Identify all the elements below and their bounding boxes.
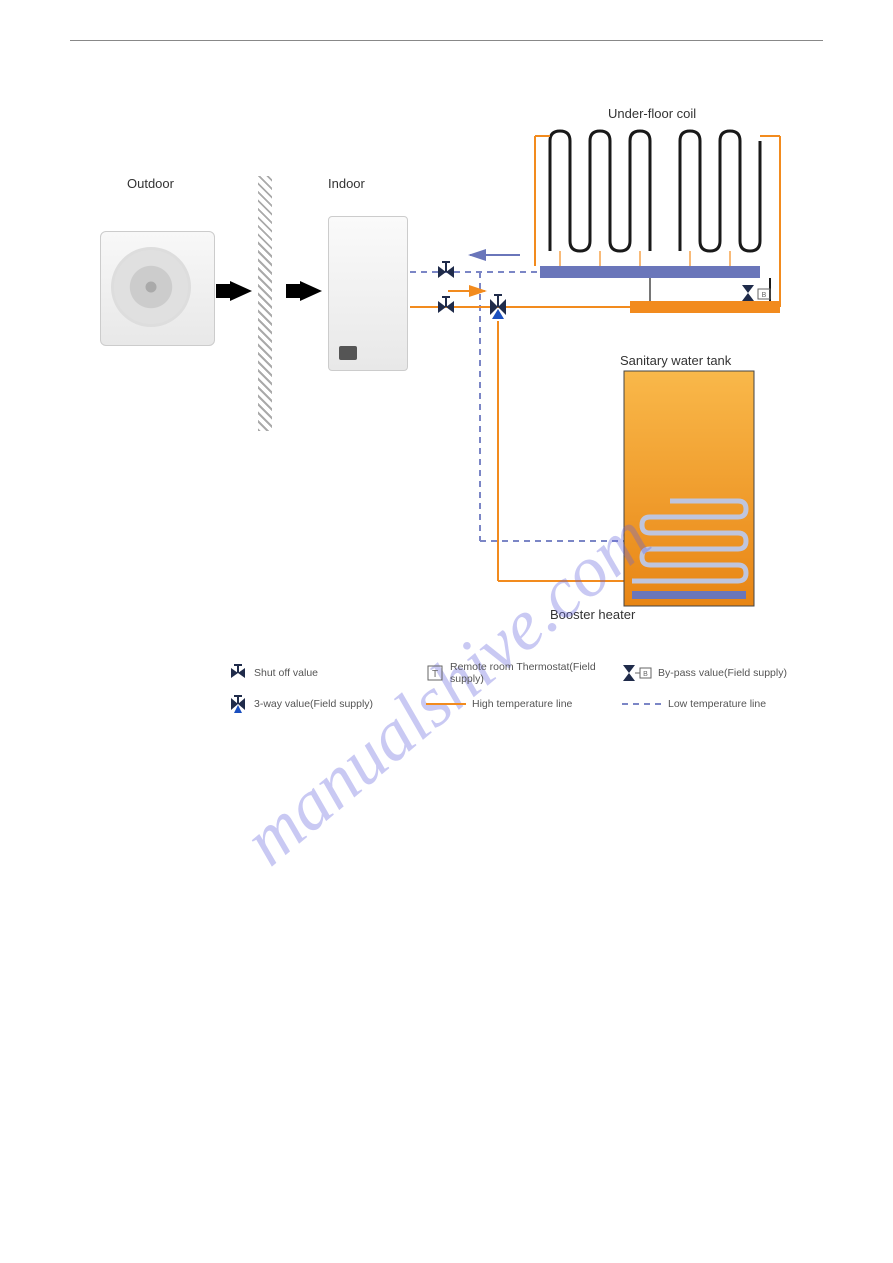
svg-text:B: B	[643, 671, 648, 678]
legend-highline-label: High temperature line	[472, 698, 572, 710]
legend-shutoff: Shut off value	[230, 661, 408, 685]
bypass-valve-diagram: B	[742, 285, 770, 301]
legend-threeway-label: 3-way value(Field supply)	[254, 698, 373, 710]
legend: Shut off value T Remote room Thermostat(…	[230, 661, 800, 723]
manifold-hot	[630, 301, 780, 313]
legend-thermostat-label: Remote room Thermostat(Field supply)	[450, 661, 604, 685]
shutoff-valve-high	[438, 297, 454, 313]
svg-text:T: T	[432, 669, 438, 680]
legend-bypass-label: By-pass value(Field supply)	[658, 667, 787, 679]
shutoff-valve-low	[438, 262, 454, 278]
legend-lowline: Low temperature line	[622, 695, 800, 713]
underfloor-coil-left	[550, 131, 650, 251]
schematic-diagram: B	[70, 41, 830, 641]
legend-threeway: 3-way value(Field supply)	[230, 695, 408, 713]
legend-thermostat: T Remote room Thermostat(Field supply)	[426, 661, 604, 685]
three-way-valve	[490, 295, 506, 319]
legend-bypass: B By-pass value(Field supply)	[622, 661, 800, 685]
legend-lowline-label: Low temperature line	[668, 698, 766, 710]
manifold-cold	[540, 266, 760, 278]
legend-highline: High temperature line	[426, 695, 604, 713]
legend-shutoff-label: Shut off value	[254, 667, 318, 679]
page-frame: Outdoor Indoor Under-floor coil Sanitary…	[70, 40, 823, 1220]
underfloor-coil-right	[680, 131, 760, 251]
svg-text:B: B	[762, 292, 767, 299]
water-tank	[624, 371, 754, 606]
